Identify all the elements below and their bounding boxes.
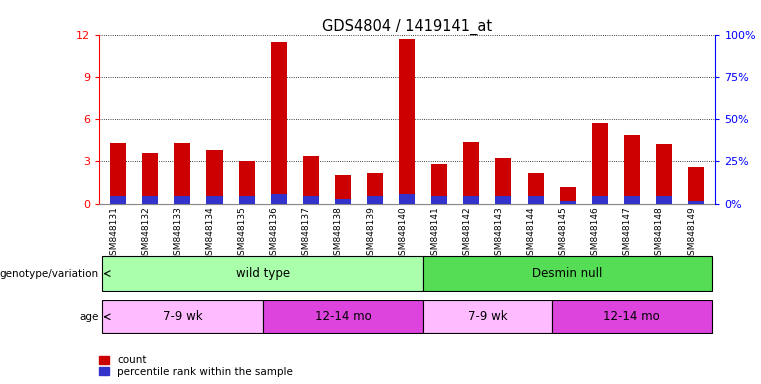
Text: wild type: wild type <box>236 267 290 280</box>
Bar <box>174 196 190 204</box>
Text: GSM848140: GSM848140 <box>398 206 407 261</box>
Bar <box>110 196 126 204</box>
Text: GSM848134: GSM848134 <box>205 206 215 261</box>
Bar <box>559 201 575 204</box>
Bar <box>102 300 263 333</box>
Text: GSM848137: GSM848137 <box>302 206 310 261</box>
Bar <box>624 134 640 204</box>
Text: 12-14 mo: 12-14 mo <box>314 310 371 323</box>
Text: GSM848149: GSM848149 <box>687 206 696 261</box>
Bar <box>688 201 704 204</box>
Text: GSM848133: GSM848133 <box>174 206 183 261</box>
Bar <box>495 196 511 204</box>
Text: 7-9 wk: 7-9 wk <box>163 310 202 323</box>
Text: genotype/variation: genotype/variation <box>0 268 99 279</box>
Bar <box>335 175 351 204</box>
Bar <box>102 256 423 291</box>
Bar <box>271 194 287 204</box>
Bar <box>527 172 543 204</box>
Bar <box>423 256 712 291</box>
Bar <box>656 144 672 204</box>
Legend: count, percentile rank within the sample: count, percentile rank within the sample <box>97 353 295 379</box>
Bar <box>559 187 575 204</box>
Bar <box>656 196 672 204</box>
Text: GSM848132: GSM848132 <box>142 206 150 261</box>
Text: age: age <box>80 312 99 322</box>
Bar <box>239 161 255 204</box>
Bar <box>431 196 447 204</box>
Text: GSM848147: GSM848147 <box>622 206 632 261</box>
Text: GSM848131: GSM848131 <box>109 206 118 261</box>
Bar <box>527 196 543 204</box>
Text: GSM848141: GSM848141 <box>430 206 439 261</box>
Bar <box>431 164 447 204</box>
Bar <box>271 41 287 204</box>
Bar <box>263 300 423 333</box>
Text: GSM848148: GSM848148 <box>655 206 664 261</box>
Bar <box>174 143 190 204</box>
Text: GSM848144: GSM848144 <box>527 206 536 261</box>
Bar <box>552 300 712 333</box>
Bar <box>142 153 158 204</box>
Bar <box>423 300 552 333</box>
Text: 12-14 mo: 12-14 mo <box>603 310 661 323</box>
Bar <box>335 199 351 204</box>
Text: GSM848139: GSM848139 <box>366 206 375 261</box>
Text: GSM848138: GSM848138 <box>334 206 343 261</box>
Bar <box>303 196 319 204</box>
Bar <box>110 143 126 204</box>
Bar <box>303 156 319 204</box>
Bar <box>239 196 255 204</box>
Bar <box>463 142 479 204</box>
Text: GSM848142: GSM848142 <box>463 206 471 261</box>
Bar <box>495 159 511 204</box>
Text: Desmin null: Desmin null <box>533 267 603 280</box>
Bar <box>463 196 479 204</box>
Bar <box>367 172 383 204</box>
Bar <box>688 167 704 204</box>
Text: GSM848145: GSM848145 <box>559 206 568 261</box>
Bar <box>592 196 608 204</box>
Bar <box>592 123 608 204</box>
Bar <box>142 196 158 204</box>
Text: GSM848143: GSM848143 <box>495 206 504 261</box>
Text: GSM848135: GSM848135 <box>237 206 247 261</box>
Bar <box>367 196 383 204</box>
Bar <box>399 39 416 204</box>
Text: GSM848136: GSM848136 <box>269 206 279 261</box>
Bar <box>399 194 416 204</box>
Text: GSM848146: GSM848146 <box>591 206 600 261</box>
Bar <box>206 150 222 204</box>
Bar <box>624 196 640 204</box>
Title: GDS4804 / 1419141_at: GDS4804 / 1419141_at <box>322 18 492 35</box>
Text: 7-9 wk: 7-9 wk <box>467 310 508 323</box>
Bar <box>206 196 222 204</box>
